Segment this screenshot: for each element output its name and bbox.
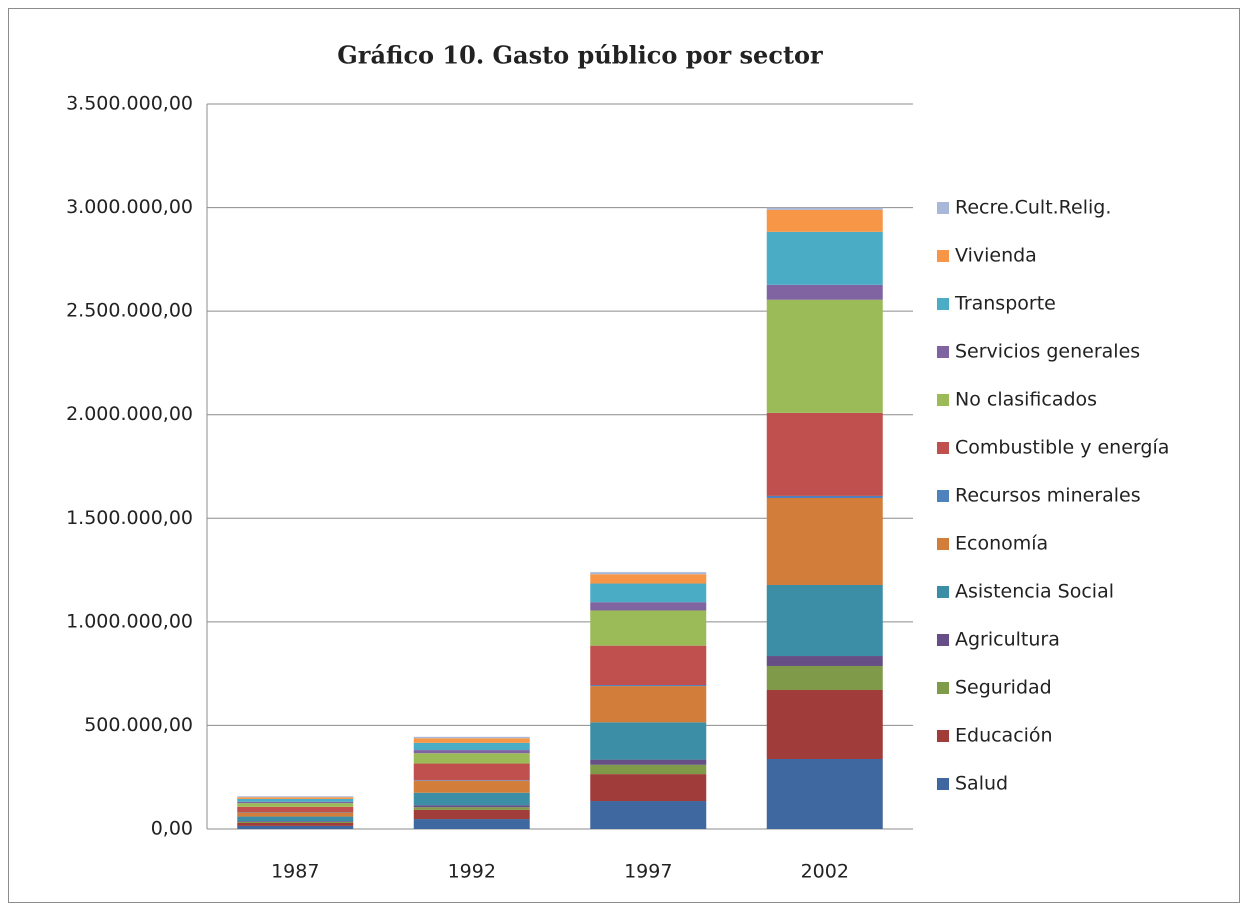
legend-label: Seguridad [955, 677, 1052, 699]
bar-segment [766, 690, 883, 759]
legend-swatch [937, 778, 949, 790]
bar-segment [590, 583, 707, 603]
bar-segment [590, 722, 707, 760]
bar-segment [590, 686, 707, 723]
legend-swatch [937, 250, 949, 262]
legend-swatch [937, 634, 949, 646]
bar-segment [590, 759, 707, 765]
bar-segment [237, 821, 354, 823]
bar-segment [766, 209, 883, 232]
bar-segment [413, 807, 530, 810]
legend-label: No clasificados [955, 389, 1097, 411]
legend-label: Agricultura [955, 629, 1060, 651]
bar-segment [590, 574, 707, 584]
bar-segment [413, 805, 530, 808]
legend-swatch [937, 442, 949, 454]
legend-swatch [937, 298, 949, 310]
bar-segment [590, 610, 707, 646]
x-tick-label: 1987 [271, 861, 319, 883]
bar-segment [590, 685, 707, 687]
x-tick-label: 1997 [624, 861, 672, 883]
y-tick-label: 2.500.000,00 [66, 300, 193, 322]
bar-segment [766, 665, 883, 691]
bar-segment [413, 819, 530, 829]
bar-segment [766, 656, 883, 666]
legend-label: Salud [955, 773, 1008, 795]
bar-segment [237, 822, 354, 826]
y-tick-label: 0,00 [151, 818, 193, 840]
legend-label: Servicios generales [955, 341, 1140, 363]
legend-swatch [937, 730, 949, 742]
legend-swatch [937, 394, 949, 406]
bar-segment [413, 792, 530, 806]
bar-segment [413, 738, 530, 743]
legend-label: Transporte [954, 293, 1056, 315]
y-tick-label: 2.000.000,00 [66, 403, 193, 425]
bar-segment [766, 284, 883, 300]
x-tick-label: 2002 [801, 861, 849, 883]
legend-swatch [937, 682, 949, 694]
y-tick-label: 3.500.000,00 [66, 93, 193, 115]
bar-segment [590, 764, 707, 775]
legend-label: Vivienda [955, 245, 1037, 267]
bar-segment [766, 758, 883, 829]
legend-label: Combustible y energía [955, 437, 1169, 459]
y-tick-label: 500.000,00 [84, 714, 193, 736]
bar-segment [766, 584, 883, 657]
legend-swatch [937, 538, 949, 550]
bar-segment [413, 742, 530, 751]
bar-segment [413, 763, 530, 781]
bar-segment [413, 809, 530, 820]
chart-title: Gráfico 10. Gasto público por sector [337, 41, 823, 70]
bar-segment [237, 812, 354, 817]
bar-segment [590, 801, 707, 829]
legend-swatch [937, 202, 949, 214]
bar-segment [413, 736, 530, 739]
bar-segment [237, 801, 354, 804]
x-tick-label: 1992 [448, 861, 496, 883]
bar-segment [237, 806, 354, 813]
bar-segment [766, 412, 883, 496]
legend-swatch [937, 586, 949, 598]
y-tick-label: 1.500.000,00 [66, 507, 193, 529]
bar-segment [766, 231, 883, 285]
bar-segment [766, 207, 883, 210]
y-tick-label: 3.000.000,00 [66, 196, 193, 218]
bar-segment [590, 602, 707, 611]
legend-label: Recursos minerales [955, 485, 1141, 507]
legend-label: Economía [955, 533, 1048, 555]
bar-segment [237, 816, 354, 822]
legend-swatch [937, 490, 949, 502]
bar-segment [237, 803, 354, 807]
legend-swatch [937, 346, 949, 358]
bar-segment [413, 780, 530, 793]
legend-label: Asistencia Social [955, 581, 1114, 603]
bar-segment [413, 750, 530, 754]
bar-segment [413, 753, 530, 764]
bar-segment [237, 821, 354, 822]
bar-segment [237, 797, 354, 799]
legend-label: Educación [955, 725, 1053, 747]
bar-segment [766, 495, 883, 498]
bar-segment [237, 825, 354, 829]
bar-segment [237, 798, 354, 802]
bar-segment [590, 572, 707, 575]
bar-segment [413, 780, 530, 781]
bar-segment [766, 299, 883, 413]
bar-segment [237, 796, 354, 798]
y-tick-label: 1.000.000,00 [66, 610, 193, 632]
bar-segment [766, 497, 883, 585]
legend-label: Recre.Cult.Relig. [955, 197, 1111, 219]
bar-segment [590, 774, 707, 802]
bar-segment [590, 645, 707, 686]
